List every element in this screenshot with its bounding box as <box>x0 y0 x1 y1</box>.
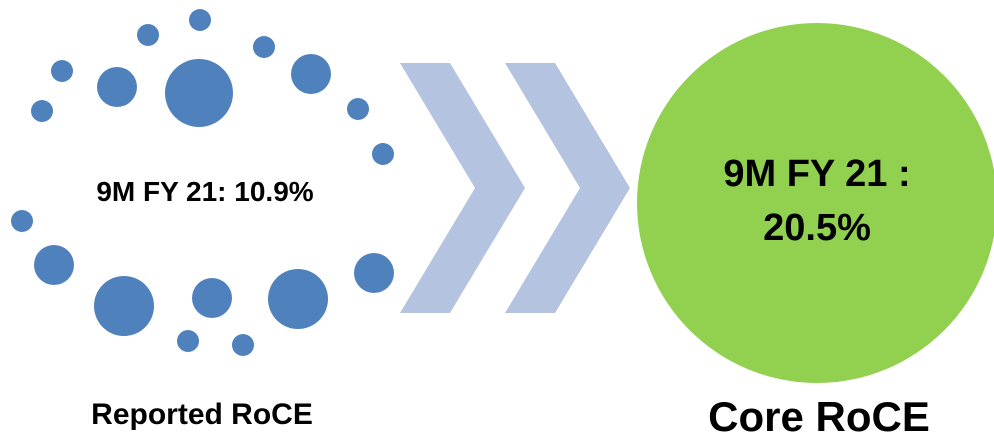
ring-dot <box>192 278 232 318</box>
ring-dot <box>253 36 275 58</box>
ring-dot <box>177 330 199 352</box>
ring-dot <box>97 67 137 107</box>
reported-roce-value: 9M FY 21: 10.9% <box>96 176 313 207</box>
ring-dot <box>11 210 33 232</box>
ring-dot <box>347 98 369 120</box>
ring-dot <box>51 60 73 82</box>
ring-dot <box>189 9 211 31</box>
core-roce-circle <box>637 23 994 383</box>
chevron-arrow-icon <box>505 63 630 313</box>
core-roce-caption: Core RoCE <box>708 393 930 440</box>
ring-dot <box>94 276 154 336</box>
ring-dot <box>232 334 254 356</box>
reported-roce-caption: Reported RoCE <box>91 398 313 431</box>
reported-dot-ring <box>11 9 394 356</box>
ring-dot <box>165 59 233 127</box>
ring-dot <box>268 269 328 329</box>
ring-dot <box>354 253 394 293</box>
ring-dot <box>137 24 159 46</box>
core-roce-value-line2: 20.5% <box>763 207 871 249</box>
chevron-arrow-icon <box>400 63 525 313</box>
core-roce-value-line1: 9M FY 21 : <box>723 153 910 195</box>
ring-dot <box>372 143 394 165</box>
ring-dot <box>291 54 331 94</box>
ring-dot <box>31 100 53 122</box>
ring-dot <box>34 245 74 285</box>
